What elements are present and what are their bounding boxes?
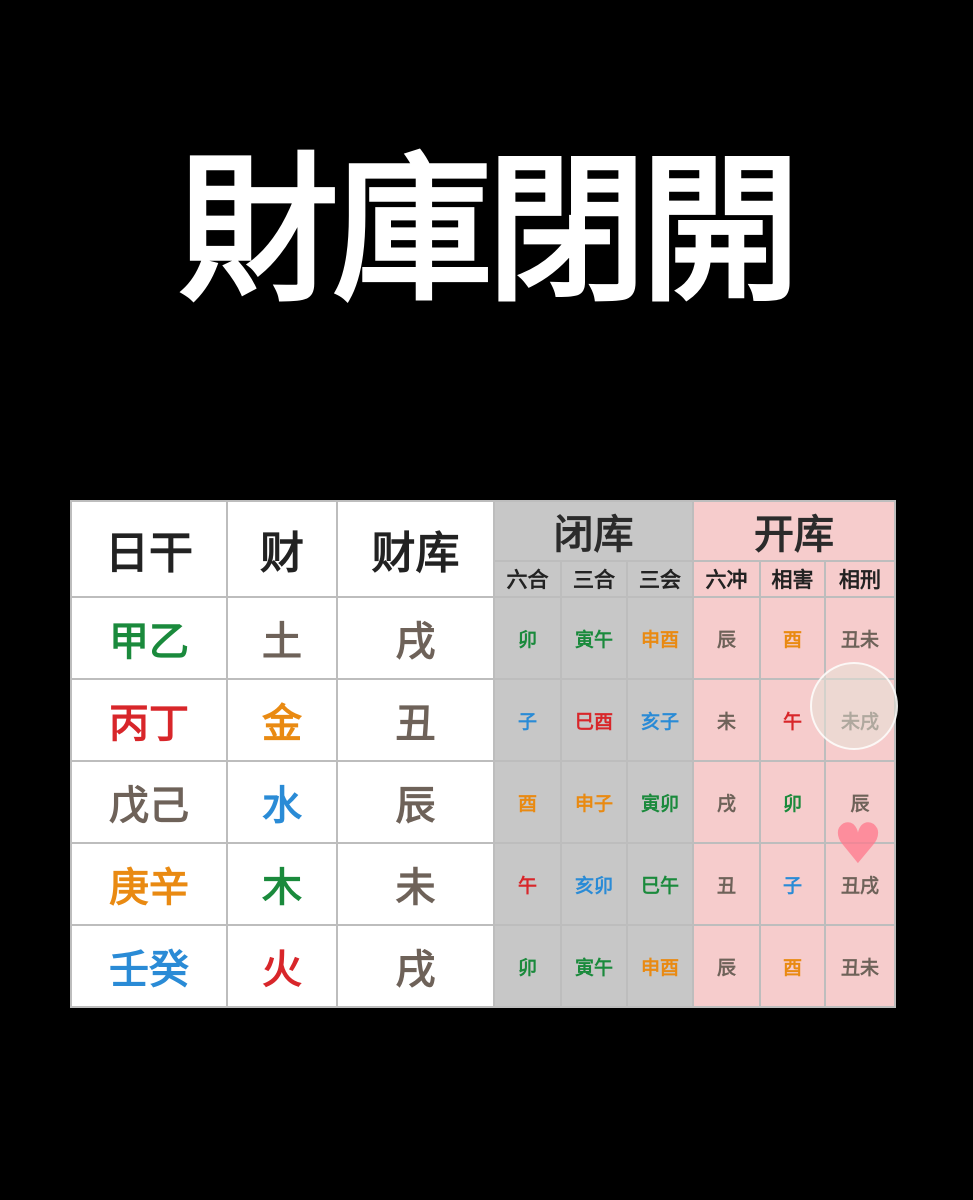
subheader-xiangxing: 相刑 — [824, 560, 897, 598]
branch-cell: 亥子 — [625, 678, 695, 762]
subheader-sanhui: 三会 — [625, 560, 695, 598]
branch-cell: 巳午 — [625, 842, 695, 926]
branch-cell: 卯 — [493, 924, 562, 1008]
heart-icon[interactable]: ♥ — [832, 812, 884, 877]
branch-cell: 午 — [493, 842, 562, 926]
table-row: 甲乙土戌卯寅午 申酉辰酉丑未 — [70, 596, 897, 680]
day-stem-cell: 戊己 — [70, 760, 228, 844]
branch-cell: 寅午 — [560, 924, 628, 1008]
table-row: 丙丁金丑子巳酉亥子未午未戌 — [70, 678, 897, 762]
branch-cell: 巳酉 — [560, 678, 628, 762]
day-stem-cell: 甲乙 — [70, 596, 228, 680]
header-day-stem: 日干 — [70, 500, 228, 598]
wealth-vault-cell: 丑 — [336, 678, 495, 762]
branch-cell: 酉 — [759, 596, 827, 680]
branch-cell: 辰 — [692, 596, 762, 680]
branch-cell: 申酉 — [625, 924, 695, 1008]
branch-cell: 亥卯 — [560, 842, 628, 926]
branch-cell: 卯 — [759, 760, 827, 844]
wealth-cell: 火 — [226, 924, 338, 1008]
floating-avatar-overlay[interactable] — [810, 662, 898, 750]
branch-cell: 丑 — [692, 842, 762, 926]
table-row: 壬癸火戌卯寅午 申酉辰酉丑未 — [70, 924, 897, 1008]
subheader-liuhe: 六合 — [493, 560, 562, 598]
table-row: 庚辛木未午亥卯 巳午丑子丑戌 — [70, 842, 897, 926]
branch-cell: 丑未 — [824, 924, 897, 1008]
branch-cell: 辰 — [824, 760, 897, 844]
branch-cell: 丑戌 — [824, 842, 897, 926]
header-wealth-vault: 财库 — [336, 500, 495, 598]
branch-cell: 酉 — [759, 924, 827, 1008]
wealth-cell: 木 — [226, 842, 338, 926]
day-stem-cell: 丙丁 — [70, 678, 228, 762]
branch-cell: 申酉 — [625, 596, 695, 680]
wealth-vault-cell: 戌 — [336, 924, 495, 1008]
wealth-vault-cell: 辰 — [336, 760, 495, 844]
header-wealth: 财 — [226, 500, 338, 598]
header-group-open: 开库 — [692, 500, 897, 562]
wealth-vault-cell: 戌 — [336, 596, 495, 680]
branch-cell: 寅卯 — [625, 760, 695, 844]
day-stem-cell: 庚辛 — [70, 842, 228, 926]
wealth-vault-cell: 未 — [336, 842, 495, 926]
branch-cell: 子 — [759, 842, 827, 926]
branch-cell: 酉 — [493, 760, 562, 844]
branch-cell: 申子 — [560, 760, 628, 844]
header-group-close: 闭库 — [492, 500, 695, 562]
table-body: 甲乙土戌卯寅午申酉辰酉丑未丙丁金丑子巳酉亥子未午未戌戊己水辰酉申子寅卯戌卯辰庚辛… — [70, 596, 897, 1008]
branch-cell: 子 — [493, 678, 562, 762]
day-stem-cell: 壬癸 — [70, 924, 228, 1008]
subheader-liuchong: 六冲 — [692, 560, 762, 598]
branch-cell: 卯 — [493, 596, 562, 680]
subheader-sanhe: 三合 — [560, 560, 628, 598]
subheader-xianghai: 相害 — [759, 560, 827, 598]
subheader-row: 六合 三合 三会 六冲 相害 相刑 — [71, 560, 897, 598]
wealth-vault-table: 日干 财 财库 闭库 开库 六合 三合 三会 六冲 相害 相刑 甲乙土戌卯寅午 申酉辰酉丑未… — [70, 500, 897, 1008]
wealth-cell: 金 — [226, 678, 338, 762]
branch-cell: 戌 — [692, 760, 762, 844]
wealth-cell: 土 — [226, 596, 338, 680]
wealth-cell: 水 — [226, 760, 338, 844]
branch-cell: 寅午 — [560, 596, 628, 680]
wealth-vault-table-container: 日干 财 财库 闭库 开库 六合 三合 三会 六冲 相害 相刑 甲乙土戌卯寅午 申酉辰酉丑未… — [70, 500, 898, 1008]
branch-cell: 辰 — [692, 924, 762, 1008]
table-row: 戊己水辰酉申子 寅卯戌卯辰 — [70, 760, 897, 844]
page-title: 財庫閉開 — [178, 136, 800, 324]
branch-cell: 未 — [692, 678, 762, 762]
